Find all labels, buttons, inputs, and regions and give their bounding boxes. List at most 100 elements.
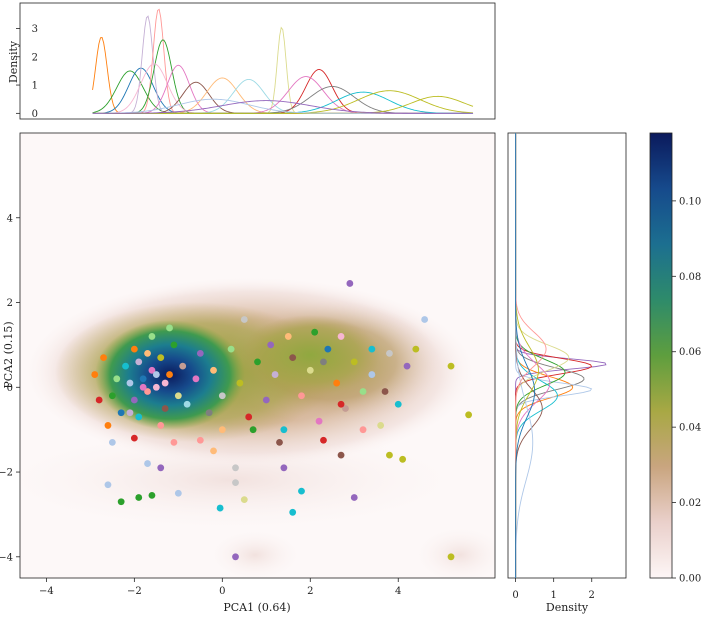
top-marginal-axes: 0 1 2 3 Density (7, 2, 496, 120)
scatter-point (170, 438, 178, 446)
scatter-point (421, 316, 429, 323)
scatter-point (161, 379, 169, 387)
scatter-point (245, 413, 253, 421)
colorbar-ticks: 0.00 0.02 0.04 0.06 0.08 0.10 (672, 196, 701, 585)
scatter-point (205, 409, 213, 417)
scatter-point (196, 436, 204, 444)
y-axis-label: PCA2 (0.15) (2, 321, 15, 388)
main-x-ticks: −4 −2 0 2 4 (39, 578, 401, 597)
scatter-point (324, 345, 332, 353)
x-tick-label: −4 (39, 586, 54, 597)
scatter-point (240, 316, 248, 323)
colorbar-tick-label: 0.10 (679, 196, 701, 207)
scatter-point (161, 405, 169, 412)
scatter-point (104, 422, 112, 429)
scatter-point (311, 328, 319, 336)
scatter-point (174, 489, 182, 497)
scatter-points (91, 280, 473, 561)
scatter-point (298, 487, 305, 495)
scatter-point (346, 280, 354, 287)
top-y-tick-label: 0 (32, 109, 38, 120)
colorbar-scale (649, 132, 673, 579)
scatter-point (183, 400, 191, 408)
scatter-point (152, 371, 160, 378)
top-marginal-frame (19, 2, 496, 120)
scatter-point (170, 341, 178, 349)
colorbar-tick-label: 0.06 (679, 347, 701, 358)
scatter-point (447, 362, 455, 370)
scatter-point (157, 354, 165, 362)
scatter-point (130, 396, 138, 404)
scatter-point (227, 345, 235, 353)
scatter-point (232, 479, 239, 487)
scatter-point (196, 349, 204, 357)
scatter-point (210, 366, 217, 374)
scatter-point (126, 379, 134, 387)
scatter-point (192, 375, 200, 383)
scatter-point (166, 371, 173, 378)
scatter-point (276, 438, 283, 446)
main-axes: −4 −2 0 2 4 −4 −2 0 2 4 PCA1 (0.64) PCA2 (0.15) (0, 132, 496, 614)
scatter-point (135, 494, 143, 501)
scatter-point (117, 409, 125, 417)
colorbar-tick-label: 0.00 (679, 574, 701, 585)
scatter-point (399, 455, 407, 463)
scatter-point (386, 451, 393, 459)
right-marginal-axes: 0 1 2 Density (507, 132, 627, 614)
scatter-point (350, 358, 358, 366)
scatter-point (117, 498, 125, 506)
scatter-point (218, 426, 226, 434)
x-axis-label: PCA1 (0.64) (223, 601, 290, 614)
top-y-tick-label: 2 (32, 52, 38, 63)
scatter-point (337, 451, 345, 459)
scatter-point (359, 426, 367, 434)
scatter-point (271, 371, 279, 378)
scatter-point (130, 345, 138, 353)
scatter-point (298, 392, 305, 400)
scatter-point (157, 464, 165, 472)
scatter-point (148, 366, 156, 374)
top-marginal-y-ticks: 0 1 2 3 (16, 24, 38, 120)
scatter-point (320, 358, 327, 366)
scatter-point (216, 504, 224, 512)
scatter-point (386, 349, 393, 357)
scatter-point (280, 464, 288, 472)
scatter-point (249, 426, 257, 434)
scatter-point (289, 508, 297, 516)
scatter-point (289, 354, 297, 362)
top-density-curve (92, 95, 474, 114)
scatter-point (412, 345, 420, 353)
scatter-point (359, 388, 367, 395)
scatter-point (254, 358, 261, 366)
scatter-point (126, 409, 134, 417)
scatter-point (368, 371, 376, 378)
right-marginal-x-ticks: 0 1 2 (512, 578, 595, 601)
scatter-point (148, 491, 156, 499)
scatter-point (403, 362, 411, 370)
scatter-point (144, 388, 151, 395)
scatter-point (262, 396, 270, 404)
right-density-curve (515, 133, 536, 578)
top-y-tick-label: 3 (32, 24, 38, 35)
scatter-point (337, 400, 345, 408)
scatter-point (232, 464, 239, 472)
scatter-point (130, 434, 138, 442)
scatter-point (135, 358, 143, 366)
colorbar-tick-label: 0.02 (679, 498, 701, 509)
scatter-point (113, 375, 121, 383)
scatter-point (144, 349, 151, 357)
scatter-point (100, 354, 107, 362)
scatter-point (280, 426, 288, 434)
scatter-point (267, 341, 275, 349)
right-marginal-xlabel: Density (546, 601, 589, 614)
x-tick-label: −2 (127, 586, 142, 597)
scatter-point (139, 383, 147, 391)
right-x-tick-label: 2 (589, 590, 595, 601)
y-tick-label: 0 (7, 383, 13, 394)
x-tick-label: 4 (395, 586, 401, 597)
scatter-point (148, 333, 156, 340)
scatter-point (157, 422, 165, 429)
scatter-point (232, 553, 239, 561)
scatter-point (122, 362, 129, 370)
colorbar-tick-label: 0.08 (679, 272, 701, 283)
